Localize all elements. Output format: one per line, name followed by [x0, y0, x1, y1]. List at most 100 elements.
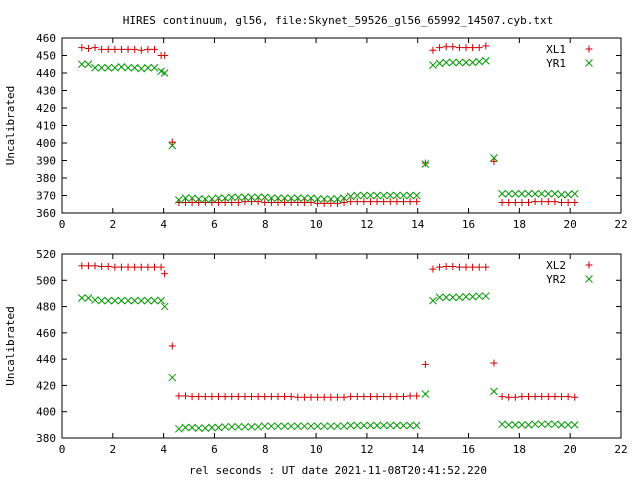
- data-point: [117, 63, 126, 71]
- data-point: [551, 420, 559, 429]
- x-tick-label: 10: [309, 218, 322, 231]
- data-point: [570, 189, 579, 198]
- y-tick-label: 430: [36, 85, 56, 98]
- data-point: [117, 296, 126, 305]
- data-point: [234, 193, 243, 202]
- data-point: [214, 423, 223, 432]
- data-point: [525, 393, 533, 401]
- data-point: [201, 424, 210, 432]
- data-point: [498, 199, 506, 206]
- data-point: [241, 422, 249, 431]
- data-point: [544, 189, 553, 198]
- data-point: [254, 393, 262, 401]
- data-point: [421, 360, 429, 368]
- data-point: [435, 293, 444, 302]
- data-point: [157, 296, 165, 305]
- data-point: [267, 393, 275, 401]
- axis-ticks: 0 2 4 6 8 10 12 14 16 18 20 22 360 370 380 390 400 410 420…: [36, 32, 628, 231]
- data-point: [333, 422, 342, 431]
- data-point: [98, 45, 106, 53]
- data-point: [131, 45, 139, 53]
- data-point: [524, 421, 533, 429]
- data-point: [429, 296, 437, 305]
- data-point: [208, 199, 216, 206]
- data-point: [373, 191, 381, 200]
- data-point: [124, 263, 132, 271]
- y-tick-label: 420: [36, 379, 56, 392]
- data-point: [254, 422, 263, 431]
- data-point: [314, 199, 322, 207]
- data-point: [98, 262, 106, 270]
- data-point: [564, 393, 572, 401]
- data-point: [481, 292, 490, 300]
- data-point: [150, 296, 159, 305]
- figure-title: HIRES continuum, gl56, file:Skynet_59526…: [123, 14, 553, 27]
- data-point: [399, 421, 408, 430]
- data-point: [181, 194, 190, 202]
- top-plot-panel: Uncalibrated 0 2 4 6 8 10 12 14 16 18 20 22 360 370 38…: [4, 32, 628, 231]
- x-tick-label: 8: [262, 443, 269, 456]
- legend-label: XL1: [546, 43, 566, 56]
- data-point: [248, 393, 256, 401]
- data-point: [77, 60, 86, 69]
- data-point: [97, 63, 106, 72]
- data-point: [482, 42, 490, 50]
- data-point: [505, 199, 513, 206]
- data-point: [346, 421, 355, 430]
- data-point: [462, 292, 470, 301]
- data-point: [281, 393, 289, 401]
- data-point: [77, 294, 86, 302]
- x-tick-label: 18: [513, 218, 526, 231]
- data-point: [150, 45, 158, 53]
- legend-label: YR1: [546, 57, 566, 70]
- data-point: [247, 193, 256, 202]
- data-point: [475, 44, 483, 52]
- data-point: [558, 393, 566, 401]
- x-tick-label: 4: [160, 443, 167, 456]
- data-point: [393, 198, 401, 206]
- data-point: [353, 198, 361, 206]
- data-point: [97, 296, 106, 305]
- data-point: [280, 422, 289, 431]
- data-point: [462, 44, 470, 52]
- data-point: [144, 263, 152, 271]
- data-point: [168, 373, 177, 382]
- y-tick-label: 480: [36, 301, 56, 314]
- data-point: [254, 198, 262, 206]
- data-point: [518, 199, 526, 206]
- data-point: [524, 189, 533, 198]
- data-point: [84, 262, 92, 270]
- data-point: [274, 422, 282, 431]
- data-point: [131, 263, 139, 271]
- data-point: [260, 193, 269, 202]
- data-point: [442, 58, 451, 67]
- data-point: [194, 195, 203, 203]
- data-point: [429, 265, 437, 273]
- x-tick-label: 14: [411, 218, 425, 231]
- data-point: [294, 199, 302, 206]
- data-point: [137, 46, 145, 54]
- data-point: [538, 393, 546, 401]
- data-point: [175, 392, 183, 400]
- data-point: [267, 422, 276, 431]
- data-point: [234, 422, 243, 431]
- bottom-plot-panel: Uncalibrated 0 2 4 6 8 10 12 14 16 18 20 22 380 400 42…: [4, 248, 628, 456]
- axis-ticks: 0 2 4 6 8 10 12 14 16 18 20 22 380 400 420 440 460 480 500…: [36, 248, 628, 456]
- data-point: [366, 198, 374, 206]
- data-point: [300, 199, 308, 206]
- data-point: [469, 44, 477, 52]
- x-tick-label: 6: [211, 218, 218, 231]
- data-point: [412, 421, 421, 430]
- data-point: [124, 63, 132, 72]
- y-tick-label: 440: [36, 353, 56, 366]
- data-point: [215, 393, 223, 401]
- legend-marker: [585, 45, 593, 53]
- data-point: [399, 191, 408, 200]
- data-point: [505, 393, 513, 401]
- data-point: [504, 189, 513, 198]
- data-point: [168, 141, 177, 150]
- data-point: [399, 198, 407, 206]
- data-point: [360, 393, 368, 401]
